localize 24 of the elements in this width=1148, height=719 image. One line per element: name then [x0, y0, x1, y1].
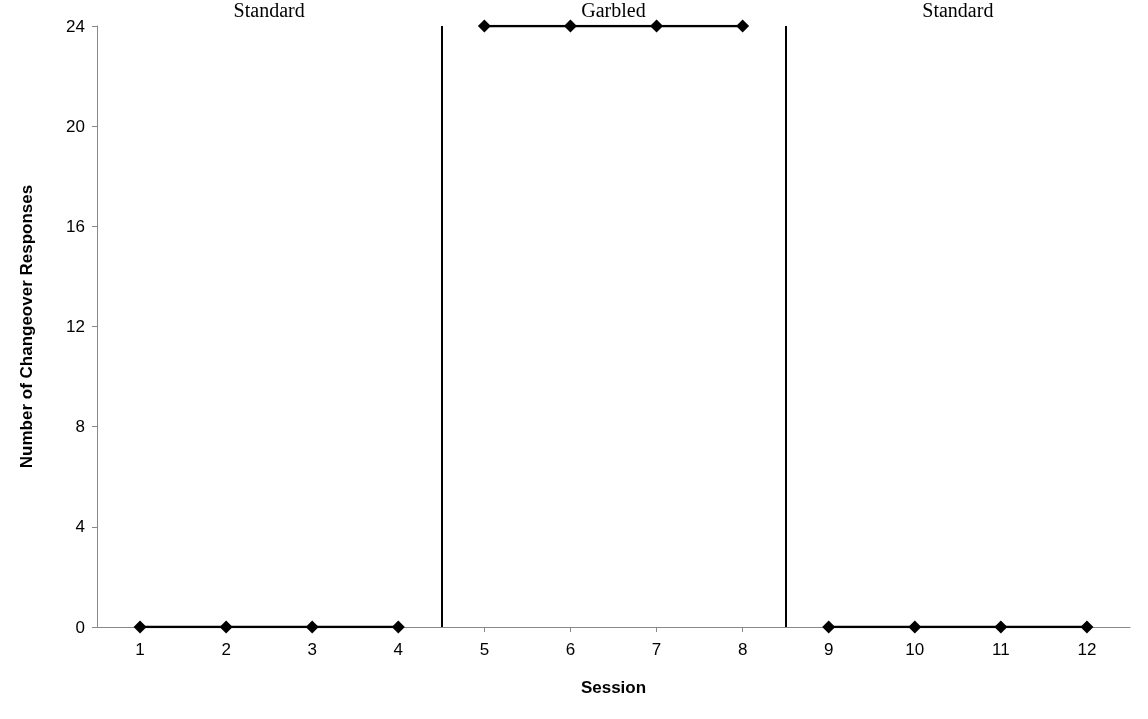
x-tick-label: 2 [221, 640, 231, 659]
y-axis-title: Number of Changeover Responses [17, 184, 36, 469]
x-tick-label: 6 [565, 640, 576, 659]
x-tick-label: 4 [393, 640, 404, 659]
y-tick-label: 12 [66, 317, 85, 336]
x-tick-label: 11 [992, 640, 1010, 659]
text: Standard [233, 0, 305, 21]
y-tick-label: 24 [66, 16, 85, 36]
y-tick-label: 16 [66, 216, 85, 236]
x-tick-label: 7 [651, 640, 662, 659]
y-tick-label: 20 [66, 116, 85, 136]
text: Garbled [581, 0, 646, 21]
x-tick-label: 10 [905, 640, 925, 659]
text: Standard [922, 0, 994, 21]
x-tick-label: 9 [823, 640, 834, 659]
x-axis-title: Session [580, 678, 647, 697]
x-tick-label: 12 [1077, 640, 1097, 659]
x-tick-label: 8 [737, 640, 748, 659]
y-tick-label: 8 [75, 417, 85, 437]
x-tick-label: 1 [135, 640, 145, 659]
y-tick-label: 4 [75, 517, 85, 537]
x-tick-label: 5 [479, 640, 490, 659]
y-tick-label: 0 [75, 617, 85, 637]
x-tick-label: 3 [307, 640, 317, 659]
